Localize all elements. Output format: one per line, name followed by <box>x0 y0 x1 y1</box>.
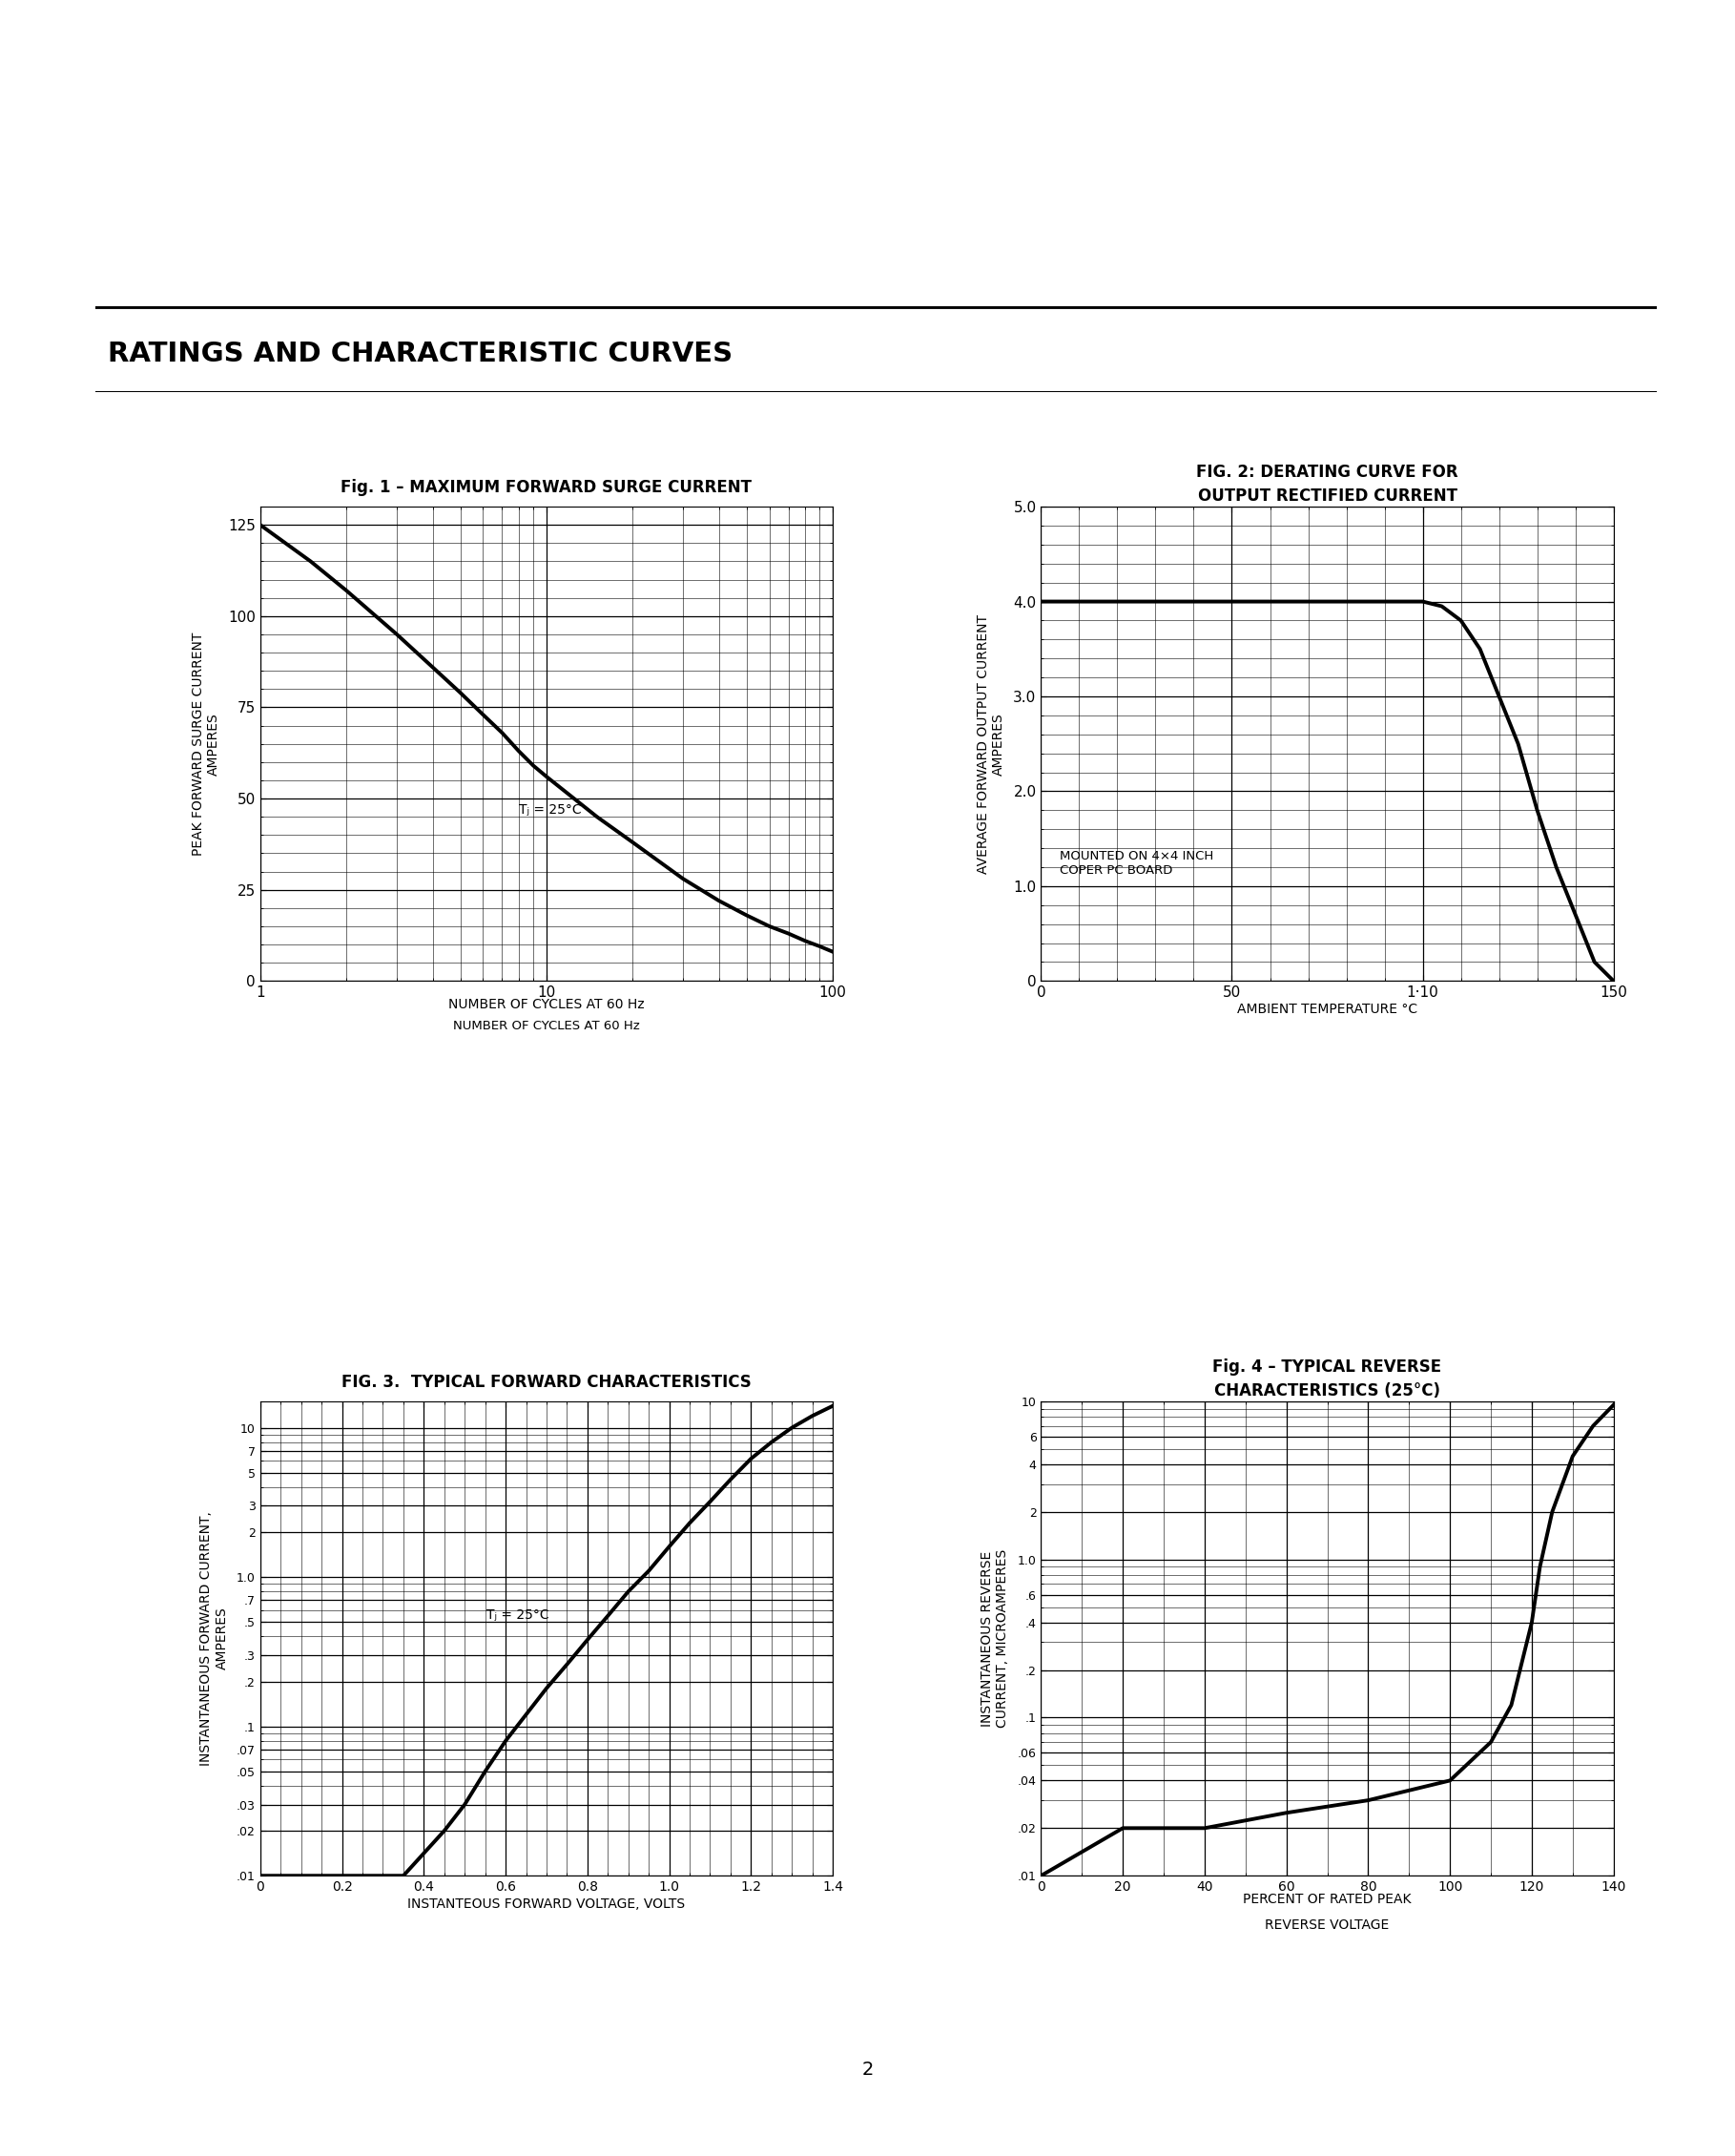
Text: Tⱼ = 25°C: Tⱼ = 25°C <box>486 1608 550 1621</box>
Text: AMBIENT TEMPERATURE °C: AMBIENT TEMPERATURE °C <box>1237 1003 1417 1015</box>
Text: PERCENT OF RATED PEAK: PERCENT OF RATED PEAK <box>1242 1893 1412 1906</box>
Text: CHARACTERISTICS (25°C): CHARACTERISTICS (25°C) <box>1214 1382 1440 1399</box>
Text: REVERSE VOLTAGE: REVERSE VOLTAGE <box>1265 1919 1390 1932</box>
Text: Tⱼ = 25°C: Tⱼ = 25°C <box>519 802 581 817</box>
Y-axis label: AVERAGE FORWARD OUTPUT CURRENT
AMPERES: AVERAGE FORWARD OUTPUT CURRENT AMPERES <box>977 614 1005 873</box>
Y-axis label: INSTANTANEOUS FORWARD CURRENT,
AMPERES: INSTANTANEOUS FORWARD CURRENT, AMPERES <box>200 1511 229 1766</box>
Text: MOUNTED ON 4×4 INCH
COPER PC BOARD: MOUNTED ON 4×4 INCH COPER PC BOARD <box>1060 849 1214 877</box>
Text: OUTPUT RECTIFIED CURRENT: OUTPUT RECTIFIED CURRENT <box>1197 487 1457 505</box>
Text: RATINGS AND CHARACTERISTIC CURVES: RATINGS AND CHARACTERISTIC CURVES <box>108 341 732 367</box>
Y-axis label: PEAK FORWARD SURGE CURRENT
AMPERES: PEAK FORWARD SURGE CURRENT AMPERES <box>191 632 220 856</box>
Text: FIG. 3.  TYPICAL FORWARD CHARACTERISTICS: FIG. 3. TYPICAL FORWARD CHARACTERISTICS <box>342 1373 751 1391</box>
Text: Fig. 4 – TYPICAL REVERSE: Fig. 4 – TYPICAL REVERSE <box>1213 1358 1442 1376</box>
Text: NUMBER OF CYCLES AT 60 Hz: NUMBER OF CYCLES AT 60 Hz <box>448 998 645 1011</box>
Y-axis label: INSTANTANEOUS REVERSE
CURRENT, MICROAMPERES: INSTANTANEOUS REVERSE CURRENT, MICROAMPE… <box>980 1550 1010 1727</box>
Text: FIG. 2: DERATING CURVE FOR: FIG. 2: DERATING CURVE FOR <box>1197 464 1457 481</box>
Text: Fig. 1 – MAXIMUM FORWARD SURGE CURRENT: Fig. 1 – MAXIMUM FORWARD SURGE CURRENT <box>342 479 751 496</box>
Text: INSTANTEOUS FORWARD VOLTAGE, VOLTS: INSTANTEOUS FORWARD VOLTAGE, VOLTS <box>408 1897 685 1910</box>
Text: 2: 2 <box>862 2061 873 2078</box>
Text: NUMBER OF CYCLES AT 60 Hz: NUMBER OF CYCLES AT 60 Hz <box>453 1020 640 1033</box>
